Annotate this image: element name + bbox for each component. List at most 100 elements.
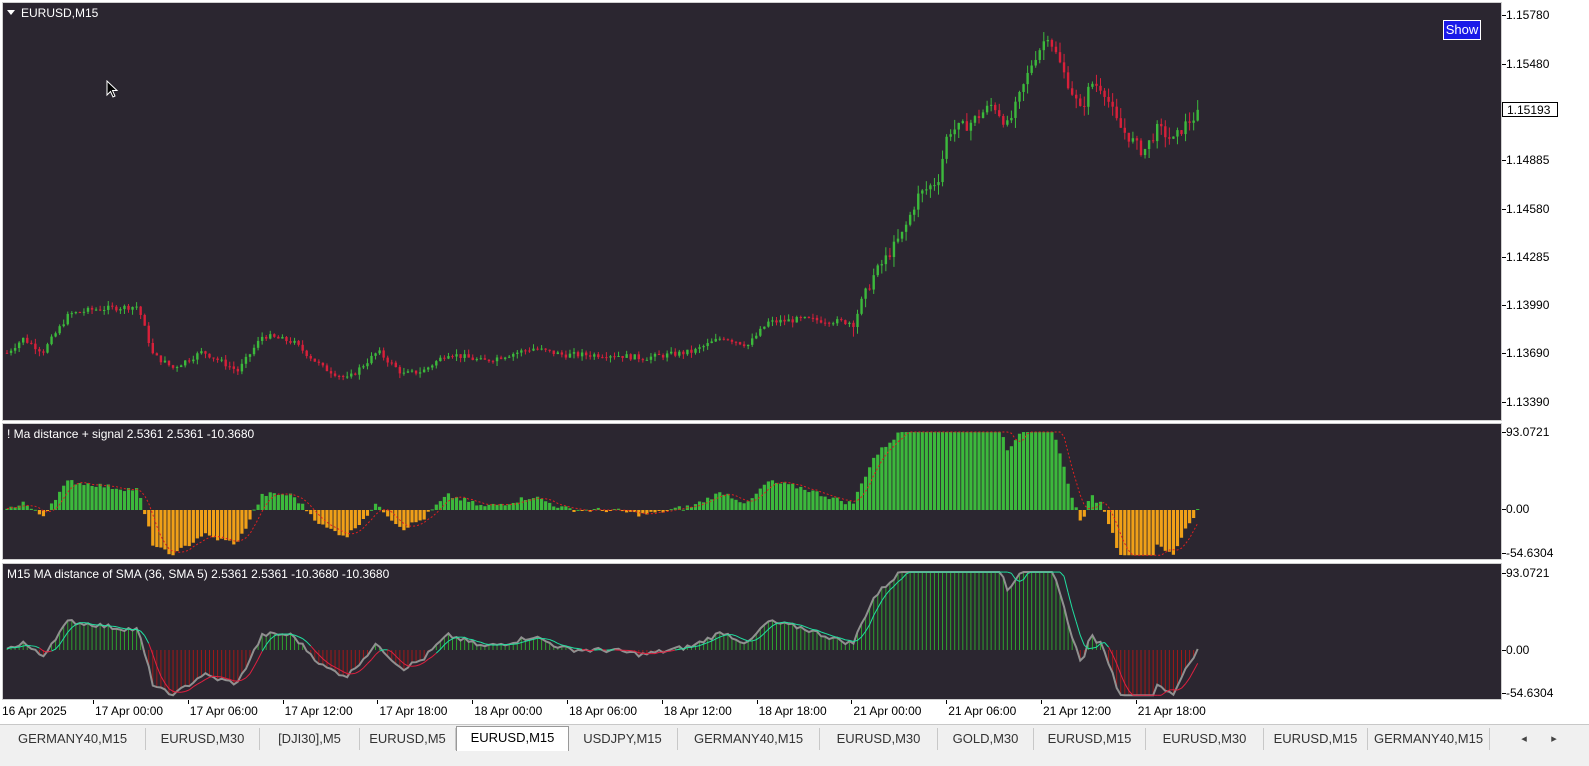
time-axis-tick xyxy=(188,700,189,704)
histogram-bar xyxy=(193,650,194,683)
candle-body xyxy=(233,366,235,368)
candle-body xyxy=(933,185,935,186)
histogram-bar xyxy=(155,510,158,547)
histogram-bar xyxy=(370,510,373,511)
histogram-bar xyxy=(784,622,785,650)
histogram-bar xyxy=(544,501,547,510)
signal-line-segment xyxy=(242,678,246,680)
histogram-bar xyxy=(1103,510,1106,512)
histogram-bar xyxy=(767,481,770,510)
candle-body xyxy=(58,326,60,333)
candle-body xyxy=(310,356,312,359)
histogram-bar xyxy=(1054,440,1057,510)
chart-tab[interactable]: EURUSD,M15 xyxy=(1034,728,1146,750)
signal-line-segment xyxy=(740,638,744,640)
signal-line-segment xyxy=(201,679,205,682)
show-button[interactable]: Show xyxy=(1443,20,1481,40)
candle-body xyxy=(779,320,781,323)
histogram-bar xyxy=(913,432,916,510)
chart-tab[interactable]: EURUSD,M15 xyxy=(456,726,569,751)
candle-body xyxy=(743,344,745,346)
histogram-bar xyxy=(224,510,227,540)
chart-tab[interactable]: EURUSD,M15 xyxy=(1264,728,1368,750)
histogram-bar xyxy=(163,510,166,549)
histogram-bar xyxy=(1176,510,1179,546)
histogram-bar xyxy=(1047,572,1048,650)
histogram-bar xyxy=(475,505,478,510)
candle-body xyxy=(1059,52,1061,62)
candle-body xyxy=(14,348,16,351)
candle-body xyxy=(585,353,587,356)
histogram-bar xyxy=(128,628,129,650)
histogram-bar xyxy=(829,639,830,650)
candle-body xyxy=(387,358,389,363)
chart-tab[interactable]: GERMANY40,M15 xyxy=(1368,728,1490,750)
histogram-bar xyxy=(1038,432,1041,510)
histogram-bar xyxy=(893,580,894,650)
chart-tab[interactable]: GERMANY40,M15 xyxy=(678,728,820,750)
chart-tab[interactable]: EURUSD,M30 xyxy=(146,728,260,750)
candle-body xyxy=(577,352,579,356)
candle-body xyxy=(293,341,295,343)
tab-scroll-left-icon[interactable]: ◂ xyxy=(1516,730,1532,748)
histogram-bar xyxy=(147,510,150,526)
candle-body xyxy=(135,307,137,308)
chart-tab[interactable]: [DJI30],M5 xyxy=(260,728,360,750)
candle-body xyxy=(990,105,992,106)
indicator-axis-label: -54.6304 xyxy=(1506,546,1553,560)
candle-body xyxy=(1014,102,1016,118)
histogram-bar xyxy=(1034,432,1037,510)
candle-body xyxy=(127,306,129,310)
indicator-pane-ma-distance-sma[interactable]: M15 MA distance of SMA (36, SMA 5) 2.536… xyxy=(2,563,1502,700)
chart-tab[interactable]: GERMANY40,M15 xyxy=(0,728,146,750)
histogram-bar xyxy=(66,480,69,510)
candle-body xyxy=(34,344,36,350)
collapse-arrow-icon[interactable] xyxy=(7,10,15,15)
histogram-bar xyxy=(322,650,323,665)
chart-tab[interactable]: GOLD,M30 xyxy=(938,728,1034,750)
histogram-bar xyxy=(1051,572,1052,650)
candle-body xyxy=(382,350,384,357)
histogram-bar xyxy=(986,432,989,510)
candle-body xyxy=(848,323,850,324)
candle-body xyxy=(954,130,956,135)
indicator-pane-ma-distance-signal[interactable]: ! Ma distance + signal 2.5361 2.5361 -10… xyxy=(2,423,1502,560)
candle-body xyxy=(670,352,672,354)
candle-body xyxy=(237,369,239,371)
tab-scroll-right-icon[interactable]: ▸ xyxy=(1546,730,1562,748)
candle-body xyxy=(885,255,887,264)
candle-body xyxy=(864,288,866,298)
candle-body xyxy=(978,116,980,118)
candle-body xyxy=(1087,87,1089,107)
price-chart-pane[interactable]: EURUSD,M15 Show xyxy=(2,2,1502,421)
candle-body xyxy=(144,315,146,326)
candle-body xyxy=(75,312,77,313)
chart-tab[interactable]: EURUSD,M30 xyxy=(1146,728,1264,750)
histogram-bar xyxy=(26,506,29,510)
chart-tab[interactable]: EURUSD,M5 xyxy=(360,728,456,750)
signal-line-segment xyxy=(181,691,185,692)
histogram-bar xyxy=(1058,453,1061,510)
candle-body xyxy=(573,352,575,354)
candle-body xyxy=(763,327,765,329)
candle-body xyxy=(1030,66,1032,73)
candle-body xyxy=(941,159,943,182)
candle-body xyxy=(1197,110,1199,121)
histogram-bar xyxy=(837,638,838,650)
histogram-bar xyxy=(1143,510,1146,555)
signal-line-segment xyxy=(52,649,56,651)
time-axis-label: 17 Apr 00:00 xyxy=(95,704,163,718)
chart-tab[interactable]: USDJPY,M15 xyxy=(568,728,678,750)
chart-tab[interactable]: EURUSD,M30 xyxy=(820,728,938,750)
histogram-bar xyxy=(265,496,268,510)
histogram-bar xyxy=(772,620,773,650)
candle-body xyxy=(330,371,332,373)
candle-body xyxy=(265,337,267,339)
candle-body xyxy=(30,343,32,344)
signal-line-segment xyxy=(299,637,303,639)
histogram-bar xyxy=(398,510,401,527)
signal-line-segment xyxy=(161,676,165,683)
candle-body xyxy=(208,354,210,358)
histogram-bar xyxy=(419,510,422,520)
